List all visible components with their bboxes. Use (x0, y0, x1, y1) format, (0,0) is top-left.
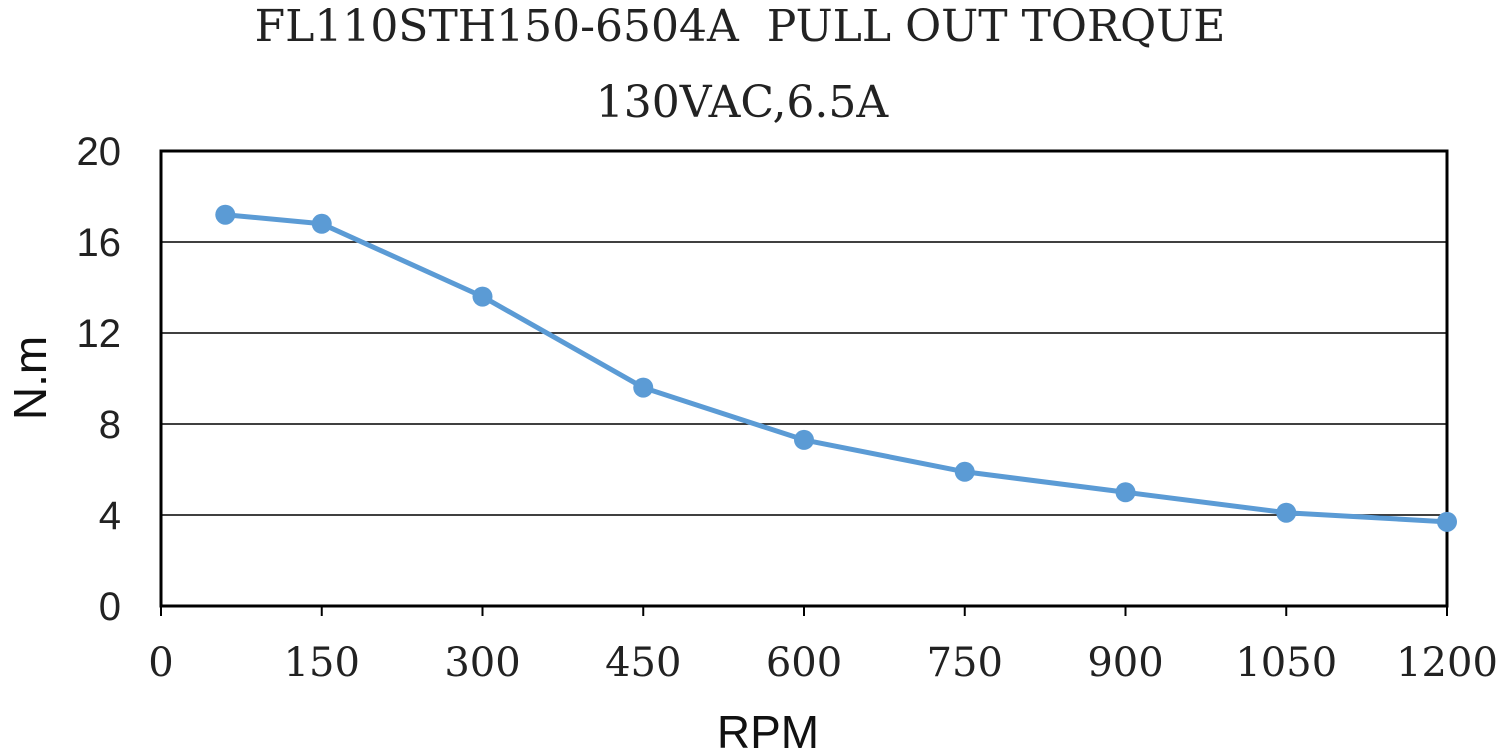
x-tick-label: 1050 (1235, 640, 1337, 686)
y-tick-label: 4 (99, 494, 121, 538)
data-point (954, 461, 975, 482)
gridlines (161, 241, 1447, 516)
y-tick-label: 8 (99, 403, 121, 447)
data-point (472, 286, 493, 307)
y-tick-label: 20 (77, 130, 122, 174)
plot-area-border (159, 149, 1449, 608)
data-point (1437, 511, 1457, 532)
x-tick-label: 600 (766, 640, 842, 686)
x-tick-label: 150 (284, 640, 360, 686)
data-point (311, 213, 332, 234)
y-axis-title: N.m (4, 336, 56, 420)
chart-title: FL110STH150-6504A PULL OUT TORQUE (255, 1, 1226, 52)
data-point (215, 204, 236, 225)
data-point (1276, 502, 1297, 523)
chart-subtitle: 130VAC,6.5A (596, 77, 890, 128)
x-tick-label: 0 (148, 640, 173, 686)
y-axis-tick-labels: 0 4 8 12 16 20 (77, 130, 122, 629)
x-axis-tick-labels: 0 150 300 450 600 750 900 1050 1200 (148, 606, 1498, 686)
x-tick-label: 1200 (1396, 640, 1498, 686)
y-tick-label: 12 (77, 312, 122, 356)
x-tick-label: 750 (927, 640, 1003, 686)
x-tick-label: 450 (605, 640, 681, 686)
y-tick-label: 16 (77, 221, 122, 265)
data-point (633, 377, 654, 398)
data-point (794, 429, 814, 450)
x-axis-title: RPM (717, 706, 819, 753)
x-tick-label: 900 (1087, 640, 1163, 686)
x-tick-label: 300 (444, 640, 520, 686)
series-torque (215, 204, 1457, 532)
data-point (1115, 482, 1136, 503)
y-tick-label: 0 (99, 585, 121, 629)
series-line (222, 212, 1450, 525)
